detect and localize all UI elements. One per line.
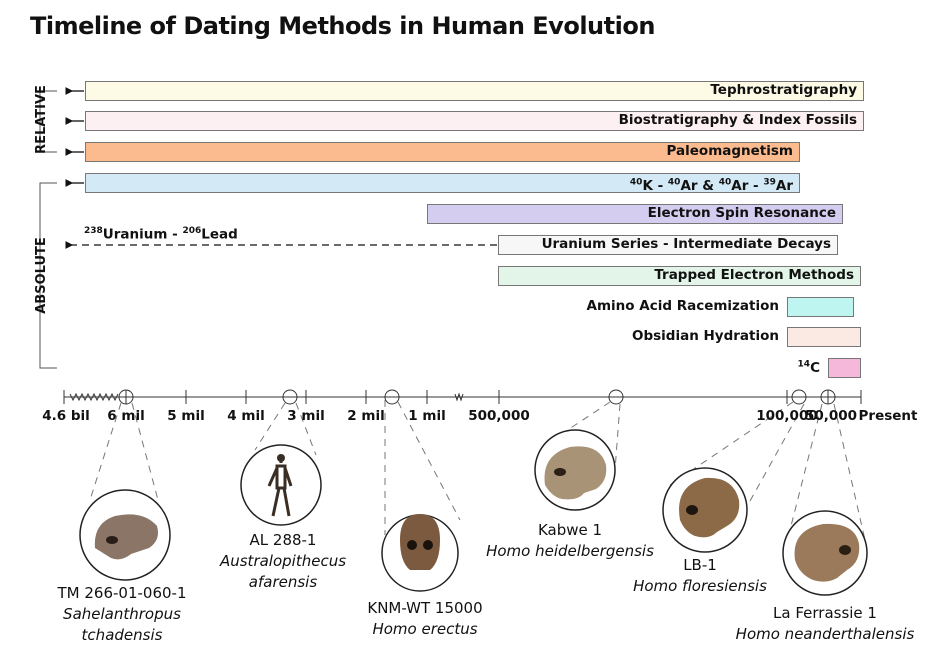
axis-tick-label: 1 mil bbox=[408, 408, 446, 424]
specimen-label: TM 266-01-060-1 Sahelanthropus tchadensis bbox=[57, 583, 186, 646]
method-label: 14C bbox=[797, 359, 820, 376]
method-label: Electron Spin Resonance bbox=[647, 205, 836, 221]
axis-tick-label: 500,000 bbox=[468, 408, 530, 424]
method-bar: Biostratigraphy & Index Fossils bbox=[85, 111, 864, 131]
specimen-species: Homo neanderthalensis bbox=[735, 625, 915, 643]
absolute-bracket bbox=[39, 182, 57, 369]
axis-break-icon bbox=[454, 392, 464, 402]
isotope-superscript: 40 bbox=[718, 177, 732, 187]
axis-tick-label: 3 mil bbox=[287, 408, 325, 424]
method-label-outside: Amino Acid Racemization bbox=[587, 298, 779, 314]
isotope-superscript: 39 bbox=[763, 177, 776, 187]
method-label-outside: 14C bbox=[798, 359, 820, 376]
specimen-species: tchadensis bbox=[81, 626, 163, 644]
specimen-species: afarensis bbox=[248, 573, 318, 591]
specimen-id: AL 288-1 bbox=[249, 531, 317, 549]
skull-la-ferrassie-image bbox=[782, 510, 868, 596]
method-bar: Tephrostratigraphy bbox=[85, 81, 864, 101]
skeleton-al288-image bbox=[240, 444, 322, 526]
axis-tick-label: 4 mil bbox=[227, 408, 265, 424]
method-bar: Uranium Series - Intermediate Decays bbox=[498, 235, 838, 255]
method-label: Paleomagnetism bbox=[666, 143, 794, 159]
specimen-species: Sahelanthropus bbox=[63, 605, 181, 623]
method-label: 40K - 40Ar & 40Ar - 39Ar bbox=[629, 177, 793, 194]
skull-knm-wt-image bbox=[381, 514, 459, 592]
method-label-outside: Obsidian Hydration bbox=[632, 328, 779, 344]
axis-tick-label: 100,000 bbox=[756, 408, 818, 424]
axis-tick-label: 2 mil bbox=[347, 408, 385, 424]
axis-tick-label: 4.6 bil bbox=[42, 408, 90, 424]
diagram-title: Timeline of Dating Methods in Human Evol… bbox=[30, 12, 655, 40]
skull-tm266-image bbox=[79, 489, 171, 581]
specimen-label: La Ferrassie 1 Homo neanderthalensis bbox=[736, 603, 915, 645]
uranium-lead-label: 238Uranium - 206Lead bbox=[84, 226, 238, 243]
axis-break-icon bbox=[69, 392, 119, 402]
method-label: Uranium Series - Intermediate Decays bbox=[541, 236, 831, 252]
axis-tick-label: 50,000 bbox=[804, 408, 858, 424]
axis-tick-label: Present bbox=[858, 408, 918, 424]
method-label: Trapped Electron Methods bbox=[654, 267, 854, 283]
specimen-id: KNM-WT 15000 bbox=[367, 599, 483, 617]
axis-tick-label: 5 mil bbox=[167, 408, 205, 424]
isotope-superscript: 40 bbox=[667, 177, 681, 187]
uranium-text: Uranium - bbox=[102, 226, 183, 243]
skull-kabwe-image bbox=[534, 429, 616, 511]
specimen-species: Homo heidelbergensis bbox=[486, 542, 654, 560]
specimen-images bbox=[79, 429, 868, 596]
method-bar bbox=[787, 297, 854, 317]
method-bar: 40K - 40Ar & 40Ar - 39Ar bbox=[85, 173, 800, 194]
isotope-superscript: 14 bbox=[797, 359, 811, 369]
specimen-label: Kabwe 1 Homo heidelbergensis bbox=[486, 520, 654, 562]
skull-lb1-image bbox=[662, 467, 748, 553]
extends-past-arrows bbox=[65, 87, 84, 187]
specimen-species: Homo floresiensis bbox=[633, 577, 767, 595]
specimen-species: Homo erectus bbox=[372, 620, 478, 638]
method-label: Obsidian Hydration bbox=[631, 328, 779, 344]
method-bar: Paleomagnetism bbox=[85, 142, 800, 162]
method-label: Biostratigraphy & Index Fossils bbox=[618, 112, 857, 128]
time-axis bbox=[63, 389, 862, 405]
specimen-label: AL 288-1 Australopithecus afarensis bbox=[220, 530, 346, 593]
isotope-superscript: 40 bbox=[629, 177, 643, 187]
specimen-id: Kabwe 1 bbox=[537, 521, 603, 539]
method-bar bbox=[787, 327, 861, 347]
specimen-id: LB-1 bbox=[683, 556, 717, 574]
axis-tick-label: 6 mil bbox=[107, 408, 145, 424]
specimen-id: TM 266-01-060-1 bbox=[57, 584, 187, 602]
specimen-label: LB-1 Homo floresiensis bbox=[633, 555, 767, 597]
specimen-species: Australopithecus bbox=[219, 552, 347, 570]
specimen-id: La Ferrassie 1 bbox=[773, 604, 877, 622]
isotope-superscript: 206 bbox=[182, 226, 202, 236]
specimen-label: KNM-WT 15000 Homo erectus bbox=[367, 598, 482, 640]
isotope-superscript: 238 bbox=[84, 226, 103, 236]
method-bar: Electron Spin Resonance bbox=[427, 204, 843, 224]
method-bar bbox=[828, 358, 861, 378]
lead-text: Lead bbox=[201, 226, 238, 243]
absolute-label: ABSOLUTE bbox=[33, 237, 49, 314]
relative-bracket bbox=[39, 90, 57, 153]
method-label: Tephrostratigraphy bbox=[710, 82, 857, 98]
method-bar: Trapped Electron Methods bbox=[498, 266, 861, 286]
method-label: Amino Acid Racemization bbox=[586, 298, 779, 314]
relative-label: RELATIVE bbox=[33, 85, 49, 154]
